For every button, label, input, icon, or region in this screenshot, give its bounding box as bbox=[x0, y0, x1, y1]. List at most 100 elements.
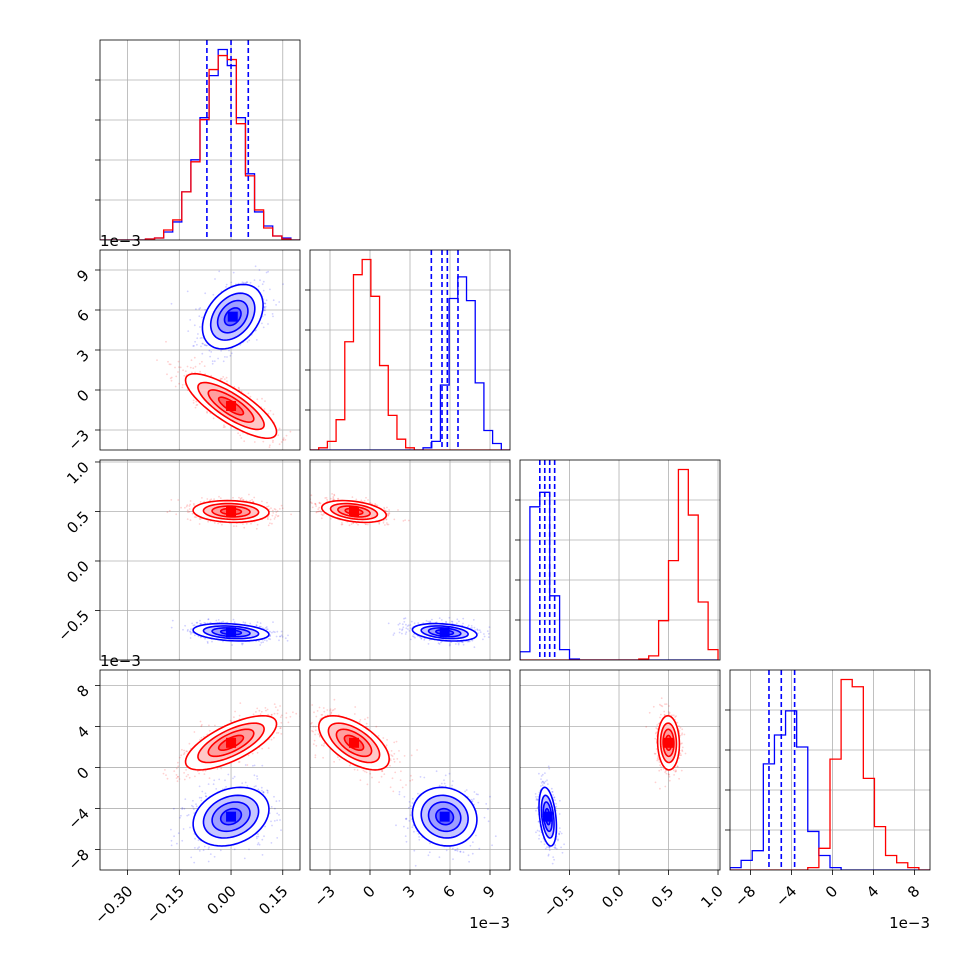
sample-point bbox=[320, 517, 323, 520]
sample-point bbox=[233, 775, 236, 778]
sample-point bbox=[290, 513, 292, 516]
sample-point bbox=[222, 426, 225, 428]
sample-point bbox=[194, 365, 197, 368]
sample-point bbox=[387, 513, 390, 516]
sample-point bbox=[243, 526, 246, 529]
sample-point bbox=[420, 637, 423, 639]
sample-point bbox=[272, 315, 274, 318]
sample-point bbox=[203, 845, 206, 848]
sample-point bbox=[409, 624, 412, 626]
sample-point bbox=[240, 437, 243, 439]
sample-point bbox=[181, 807, 184, 809]
sample-point bbox=[409, 638, 412, 641]
sample-point bbox=[486, 630, 489, 632]
sample-point bbox=[205, 344, 208, 347]
sample-point bbox=[393, 518, 396, 521]
sample-point bbox=[404, 633, 407, 635]
sample-point bbox=[201, 497, 203, 499]
density-panel-r2-c0 bbox=[99, 459, 301, 661]
sample-point bbox=[427, 620, 430, 623]
panel-frame bbox=[309, 249, 511, 451]
blue-contour-line bbox=[223, 307, 242, 327]
sample-point bbox=[454, 643, 457, 645]
sample-point bbox=[256, 843, 259, 846]
sample-point bbox=[257, 842, 260, 844]
sample-point bbox=[209, 853, 212, 855]
sample-point bbox=[215, 788, 218, 790]
sample-point bbox=[387, 514, 389, 516]
sample-point bbox=[320, 511, 322, 513]
sample-point bbox=[449, 643, 451, 646]
sample-point bbox=[266, 790, 269, 792]
sample-point bbox=[367, 499, 369, 501]
sample-point bbox=[476, 628, 479, 631]
sample-point bbox=[170, 379, 173, 382]
sample-point bbox=[275, 304, 277, 306]
sample-point bbox=[217, 357, 220, 360]
sample-point bbox=[257, 788, 260, 791]
sample-point bbox=[315, 511, 318, 514]
sample-point bbox=[472, 619, 475, 621]
sample-point bbox=[211, 640, 213, 643]
sample-point bbox=[333, 494, 336, 497]
red-density-peak bbox=[349, 506, 359, 517]
sample-point bbox=[239, 497, 242, 500]
sample-point bbox=[181, 384, 184, 386]
blue-density-peak bbox=[227, 311, 238, 322]
sample-point bbox=[319, 502, 322, 505]
sample-point bbox=[225, 286, 227, 288]
sample-point bbox=[240, 390, 243, 393]
sample-point bbox=[219, 849, 222, 852]
sample-point bbox=[170, 828, 172, 831]
sample-point bbox=[242, 281, 245, 284]
sample-point bbox=[186, 290, 189, 293]
sample-point bbox=[264, 302, 266, 305]
sample-point bbox=[275, 511, 278, 514]
sample-point bbox=[256, 523, 259, 526]
red-contour-line bbox=[337, 505, 371, 518]
sample-point bbox=[243, 440, 246, 443]
sample-point bbox=[255, 624, 258, 627]
sample-point bbox=[198, 846, 201, 848]
red-contour-line bbox=[207, 389, 255, 423]
sample-point bbox=[278, 635, 281, 638]
sample-point bbox=[192, 502, 195, 505]
sample-point bbox=[255, 329, 257, 331]
sample-point bbox=[255, 527, 258, 530]
sample-point bbox=[261, 838, 264, 841]
sample-point bbox=[244, 621, 247, 624]
sample-point bbox=[407, 624, 410, 627]
red-histogram-series-1 bbox=[100, 54, 300, 240]
sample-point bbox=[259, 644, 262, 646]
sample-point bbox=[199, 307, 202, 309]
sample-point bbox=[169, 363, 172, 366]
sample-point bbox=[209, 499, 211, 502]
sample-point bbox=[204, 344, 207, 346]
sample-point bbox=[341, 523, 344, 526]
sample-point bbox=[414, 636, 416, 639]
sample-point bbox=[207, 618, 210, 621]
sample-point bbox=[278, 427, 281, 430]
sample-point bbox=[405, 631, 408, 634]
sample-point bbox=[261, 789, 263, 792]
sample-point bbox=[199, 501, 202, 503]
sample-point bbox=[259, 622, 262, 625]
sample-point bbox=[278, 814, 280, 816]
sample-point bbox=[191, 371, 193, 374]
sample-point bbox=[365, 523, 367, 526]
density-layer bbox=[166, 493, 292, 646]
sample-point bbox=[242, 523, 244, 525]
density-panel-r3-c0 bbox=[99, 669, 301, 871]
sample-point bbox=[248, 493, 250, 496]
sample-point bbox=[265, 626, 268, 628]
sample-point bbox=[260, 625, 262, 628]
sample-point bbox=[207, 618, 210, 621]
sample-point bbox=[314, 503, 317, 506]
sample-point bbox=[197, 635, 200, 638]
sample-point bbox=[287, 634, 289, 637]
sample-point bbox=[323, 512, 325, 515]
sample-point bbox=[256, 837, 258, 840]
sample-point bbox=[214, 278, 216, 280]
sample-point bbox=[194, 847, 196, 849]
